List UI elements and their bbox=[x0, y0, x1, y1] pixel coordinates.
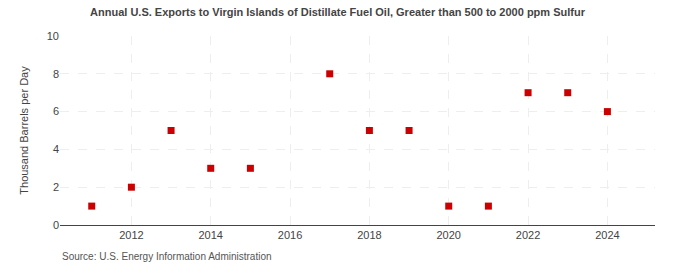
svg-text:2: 2 bbox=[53, 181, 59, 193]
svg-text:6: 6 bbox=[53, 105, 59, 117]
svg-text:0: 0 bbox=[53, 219, 59, 231]
svg-text:2022: 2022 bbox=[516, 229, 540, 241]
svg-text:4: 4 bbox=[53, 143, 59, 155]
svg-text:8: 8 bbox=[53, 68, 59, 80]
svg-text:2020: 2020 bbox=[436, 229, 460, 241]
svg-text:2014: 2014 bbox=[198, 229, 222, 241]
svg-text:10: 10 bbox=[47, 30, 59, 42]
svg-text:Thousand Barrels per Day: Thousand Barrels per Day bbox=[18, 66, 30, 195]
svg-text:Source: U.S. Energy Informatio: Source: U.S. Energy Information Administ… bbox=[62, 251, 272, 262]
svg-text:2012: 2012 bbox=[119, 229, 143, 241]
svg-text:2016: 2016 bbox=[278, 229, 302, 241]
svg-text:2018: 2018 bbox=[357, 229, 381, 241]
svg-text:2024: 2024 bbox=[595, 229, 619, 241]
svg-text:Annual U.S. Exports to Virgin: Annual U.S. Exports to Virgin Islands of… bbox=[90, 6, 586, 18]
